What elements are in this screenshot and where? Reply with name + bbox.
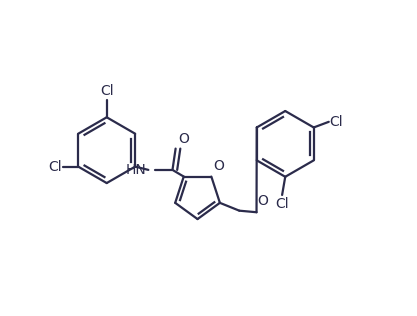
Text: Cl: Cl bbox=[330, 115, 343, 129]
Text: HN: HN bbox=[126, 163, 147, 177]
Text: Cl: Cl bbox=[100, 84, 113, 99]
Text: Cl: Cl bbox=[275, 197, 289, 211]
Text: O: O bbox=[178, 132, 189, 146]
Text: O: O bbox=[213, 159, 224, 173]
Text: O: O bbox=[257, 194, 269, 209]
Text: Cl: Cl bbox=[48, 160, 62, 173]
